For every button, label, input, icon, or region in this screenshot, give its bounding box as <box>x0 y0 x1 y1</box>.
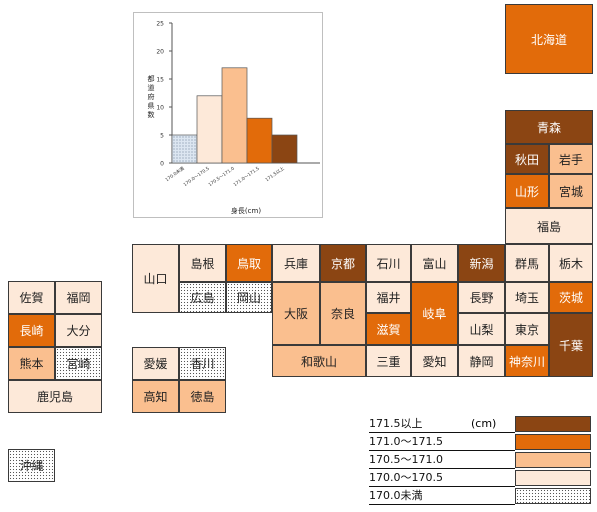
pref-kagawa: 香川 <box>179 347 226 380</box>
legend-swatch <box>515 488 591 504</box>
pref-ibaraki: 茨城 <box>549 282 593 313</box>
y-tick-label: 10 <box>156 105 164 112</box>
histogram-bar <box>271 134 298 164</box>
x-tick-label: 171.0〜171.5 <box>232 166 260 188</box>
x-tick-label: 170.0〜170.5 <box>182 166 210 188</box>
y-tick-label: 25 <box>156 21 164 28</box>
histogram-svg: 0510152025170.0未満170.0〜170.5170.5〜171.01… <box>148 21 320 215</box>
pref-hokkaido: 北海道 <box>505 4 593 74</box>
pref-gifu: 岐阜 <box>411 282 458 345</box>
x-tick-label: 170.5〜171.0 <box>207 166 235 188</box>
pref-nagasaki: 長崎 <box>8 314 55 347</box>
pref-wakayama: 和歌山 <box>272 345 366 377</box>
histogram-bar <box>171 134 198 164</box>
y-tick-label: 15 <box>156 77 164 84</box>
y-axis-label-char: 県 <box>148 102 155 110</box>
histogram-bar <box>196 95 223 164</box>
pref-osaka: 大阪 <box>272 282 320 345</box>
histogram-chart: 0 5 10 15 20 25 170.0未満 170.0〜170.5 170.5〜171.0 1… <box>133 12 323 218</box>
legend-label: 170.0〜170.5 <box>369 470 515 487</box>
legend-swatch <box>515 452 591 468</box>
pref-fukushima: 福島 <box>505 208 593 244</box>
y-axis-label-char: 数 <box>148 110 155 119</box>
pref-aichi: 愛知 <box>411 345 458 377</box>
pref-tottori: 鳥取 <box>226 244 272 282</box>
y-axis-label-char: 府 <box>148 92 155 101</box>
pref-yamanashi: 山梨 <box>458 313 505 345</box>
pref-kanagawa: 神奈川 <box>505 345 549 377</box>
x-tick-label: 170.0未満 <box>164 165 186 184</box>
pref-nagano: 長野 <box>458 282 505 313</box>
pref-saga: 佐賀 <box>8 281 55 314</box>
pref-tochigi: 栃木 <box>549 244 593 282</box>
pref-mie: 三重 <box>366 345 411 377</box>
pref-aomori: 青森 <box>505 110 593 144</box>
pref-toyama: 富山 <box>411 244 458 282</box>
pref-nara: 奈良 <box>320 282 366 345</box>
histogram-bar <box>246 117 273 164</box>
legend-label: 171.5以上 <box>369 416 515 433</box>
legend-swatch <box>515 416 591 432</box>
pref-kagoshima: 鹿児島 <box>8 380 102 413</box>
legend-unit: (cm) <box>471 417 497 430</box>
pref-niigata: 新潟 <box>458 244 505 282</box>
pref-kochi: 高知 <box>132 380 179 413</box>
y-tick-label: 0 <box>160 161 164 168</box>
pref-okinawa: 沖縄 <box>8 449 55 482</box>
pref-fukui: 福井 <box>366 282 411 313</box>
x-axis-label: 身長(cm) <box>231 206 261 215</box>
legend-swatch <box>515 470 591 486</box>
pref-hiroshima: 広島 <box>179 282 226 313</box>
y-tick-label: 5 <box>160 133 164 140</box>
legend-label: 170.0未満 <box>369 488 515 505</box>
pref-fukuoka: 福岡 <box>55 281 102 314</box>
pref-kumamoto: 熊本 <box>8 347 55 380</box>
pref-shimane: 島根 <box>179 244 226 282</box>
y-tick-label: 20 <box>156 49 164 56</box>
pref-yamagata: 山形 <box>505 174 549 208</box>
pref-ishikawa: 石川 <box>366 244 411 282</box>
pref-yamaguchi: 山口 <box>132 244 179 313</box>
y-axis-label-char: 道 <box>148 83 155 92</box>
legend-label: 171.0〜171.5 <box>369 434 515 451</box>
legend-swatch <box>515 434 591 450</box>
y-axis-label-char: 都 <box>148 75 155 83</box>
pref-tokyo: 東京 <box>505 313 549 345</box>
pref-shizuoka: 静岡 <box>458 345 505 377</box>
legend-label: 170.5〜171.0 <box>369 452 515 469</box>
pref-akita: 秋田 <box>505 144 549 174</box>
pref-kyoto: 京都 <box>320 244 366 282</box>
pref-okayama: 岡山 <box>226 282 272 313</box>
histogram-bar <box>221 67 248 164</box>
pref-iwate: 岩手 <box>549 144 593 174</box>
pref-tokushima: 徳島 <box>179 380 226 413</box>
pref-ehime: 愛媛 <box>132 347 179 380</box>
pref-chiba: 千葉 <box>549 313 593 377</box>
pref-oita: 大分 <box>55 314 102 347</box>
pref-miyazaki: 宮崎 <box>55 347 102 380</box>
x-tick-label: 171.5以上 <box>264 165 286 184</box>
pref-miyagi: 宮城 <box>549 174 593 208</box>
pref-hyogo: 兵庫 <box>272 244 320 282</box>
pref-saitama: 埼玉 <box>505 282 549 313</box>
pref-gunma: 群馬 <box>505 244 549 282</box>
pref-shiga: 滋賀 <box>366 313 411 345</box>
